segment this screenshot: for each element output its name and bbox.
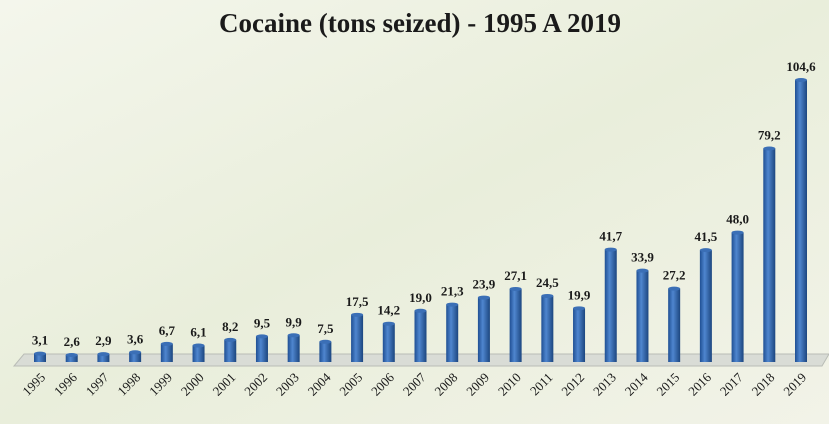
bar [795,80,807,362]
bar-cap [763,146,775,150]
chart-title: Cocaine (tons seized) - 1995 A 2019 [219,8,621,38]
bar-cap [256,334,268,338]
bar [351,315,363,362]
bar [478,298,490,362]
value-label: 21,3 [441,284,464,299]
bar-cap [224,338,236,342]
bar-cap [478,296,490,300]
value-label: 9,5 [254,315,271,330]
bar-cap [193,344,205,348]
value-label: 9,9 [286,314,303,329]
value-label: 41,5 [695,229,718,244]
value-label: 6,1 [190,325,206,340]
value-label: 8,2 [222,319,238,334]
bar-cap [510,287,522,291]
bar [636,271,648,362]
value-label: 23,9 [473,277,496,292]
bar [541,296,553,362]
bar [224,340,236,362]
bar-cap [66,353,78,357]
bar [288,335,300,362]
bar-cap [34,352,46,356]
value-label: 41,7 [599,229,622,244]
value-label: 2,6 [64,334,81,349]
value-label: 17,5 [346,294,369,309]
value-label: 104,6 [786,59,816,74]
bar-cap [668,287,680,291]
bar-cap [383,322,395,326]
bar [415,311,427,362]
value-label: 7,5 [317,321,334,336]
bar-cap [795,78,807,82]
bar [319,342,331,362]
chart: Cocaine (tons seized) - 1995 A 2019 3,1 1… [0,0,829,424]
bar-cap [161,342,173,346]
value-label: 2,9 [95,333,112,348]
bar-cap [636,269,648,273]
bar-cap [541,294,553,298]
bar-cap [97,352,109,356]
bar-cap [319,340,331,344]
bar [193,346,205,362]
bar-cap [288,333,300,337]
bar-cap [351,313,363,317]
bar [700,250,712,362]
bar [383,324,395,362]
bar-cap [446,303,458,307]
bar [668,289,680,362]
bar [573,308,585,362]
value-label: 33,9 [631,250,654,265]
value-label: 19,0 [409,290,432,305]
bar [256,336,268,362]
value-label: 3,1 [32,333,48,348]
bar-cap [605,248,617,252]
bar-cap [700,248,712,252]
value-label: 6,7 [159,323,176,338]
bar [446,305,458,362]
value-label: 79,2 [758,127,781,142]
value-label: 24,5 [536,275,559,290]
bar [510,289,522,362]
bar [605,250,617,362]
bar [161,344,173,362]
value-label: 3,6 [127,331,144,346]
value-label: 27,2 [663,268,686,283]
value-label: 48,0 [726,212,749,227]
bar-cap [415,309,427,313]
bar [732,233,744,362]
value-label: 19,9 [568,287,591,302]
bar [763,148,775,362]
bar-cap [129,350,141,354]
value-label: 27,1 [504,268,527,283]
bar-cap [732,231,744,235]
value-label: 14,2 [377,303,400,318]
bar-cap [573,306,585,310]
